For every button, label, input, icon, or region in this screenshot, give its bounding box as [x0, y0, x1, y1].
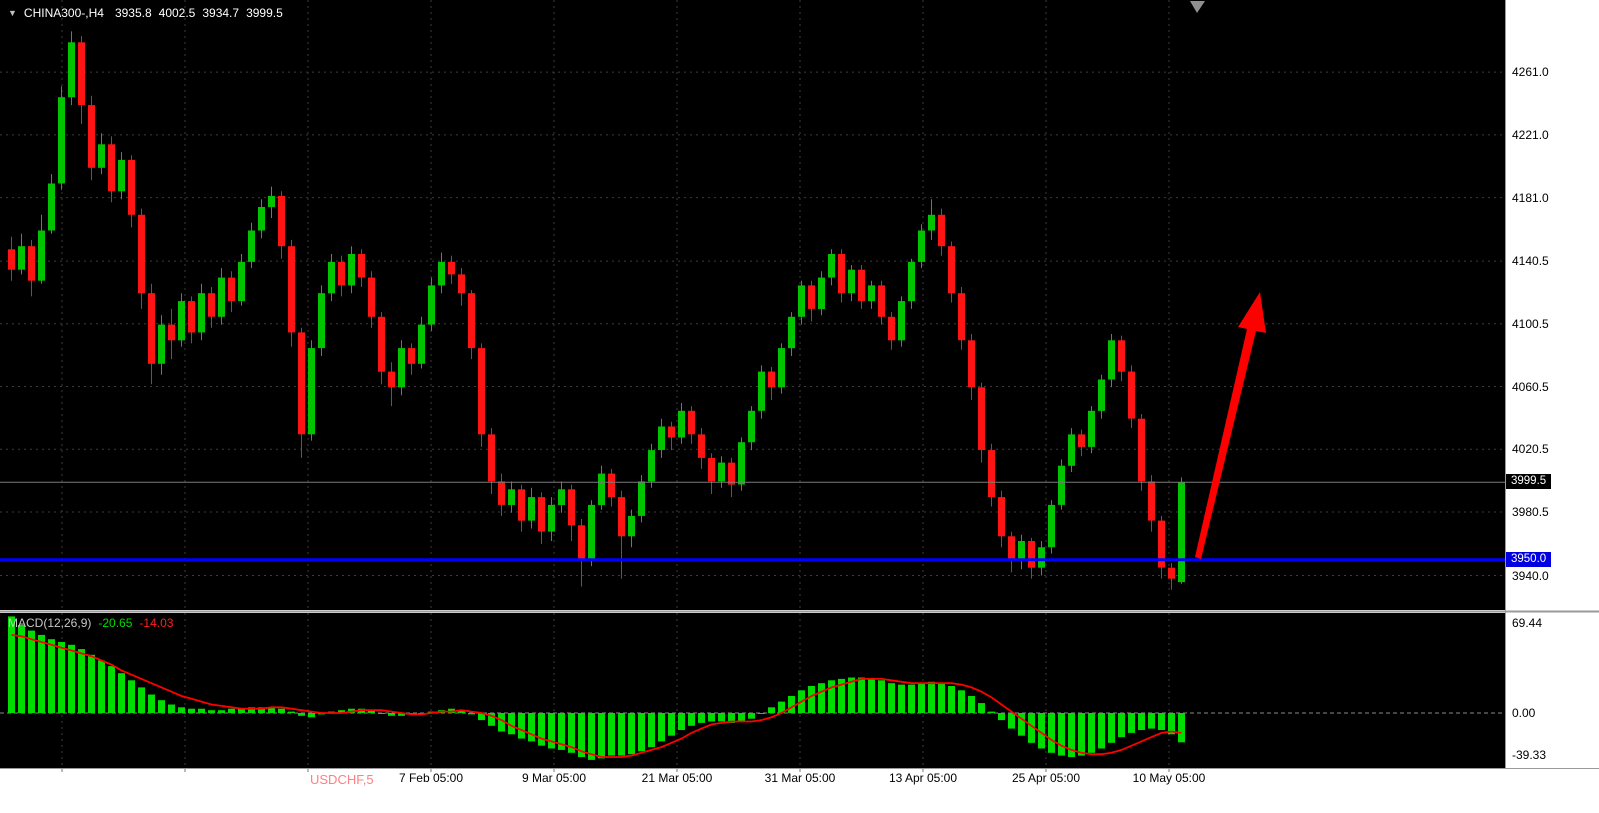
macd-histogram [8, 616, 1185, 760]
chart-info-bar: ▼ CHINA300-,H4 3935.8 4002.5 3934.7 3999… [8, 6, 283, 20]
price-axis-label: 3940.0 [1512, 569, 1549, 583]
price-axis-label: 4060.5 [1512, 380, 1549, 394]
price-axis-label: 4181.0 [1512, 191, 1549, 205]
main-chart-background[interactable] [0, 0, 1505, 610]
price-axis-label: 4100.5 [1512, 317, 1549, 331]
macd-signal-line [11, 634, 1182, 758]
close-value: 3999.5 [246, 6, 283, 20]
macd-axis-label: 69.44 [1512, 616, 1543, 630]
macd-panel-background[interactable] [0, 613, 1505, 768]
symbol-period-label: CHINA300-,H4 [23, 6, 104, 20]
time-axis-label: 9 Mar 05:00 [521, 771, 587, 785]
candlestick-series[interactable] [8, 31, 1185, 590]
macd-main-value: -20.65 [98, 616, 133, 630]
time-axis-label: 10 May 05:00 [1132, 771, 1206, 785]
price-axis-label: 3980.5 [1512, 505, 1549, 519]
macd-axis-label: 0.00 [1512, 706, 1536, 720]
macd-signal-value: -14.03 [139, 616, 174, 630]
open-value: 3935.8 [114, 6, 152, 20]
price-axis-label: 4221.0 [1512, 128, 1549, 142]
current-price-tag: 3999.5 [1506, 474, 1552, 489]
time-axis-label: 25 Apr 05:00 [1011, 771, 1081, 785]
price-axis-label: 4020.5 [1512, 442, 1549, 456]
background-window-title[interactable]: USDCHF,5 [310, 772, 374, 787]
chart-shift-marker-icon[interactable] [1190, 1, 1205, 13]
macd-axis-label: -39.33 [1512, 748, 1547, 762]
time-axis-label: 7 Feb 05:00 [398, 771, 464, 785]
time-axis-label: 21 Mar 05:00 [641, 771, 713, 785]
macd-indicator-label: MACD(12,26,9) -20.65 -14.03 [8, 616, 173, 630]
price-axis-label: 4261.0 [1512, 65, 1549, 79]
trend-arrow[interactable] [1195, 292, 1266, 559]
price-axis-label: 4140.5 [1512, 254, 1549, 268]
hline-price-tag: 3950.0 [1506, 552, 1552, 567]
time-axis-label: 13 Apr 05:00 [888, 771, 958, 785]
collapse-triangle-icon[interactable]: ▼ [8, 8, 17, 18]
macd-name: MACD(12,26,9) [8, 616, 92, 630]
high-value: 4002.5 [158, 6, 196, 20]
time-axis-label: 31 Mar 05:00 [764, 771, 836, 785]
low-value: 3934.7 [202, 6, 240, 20]
